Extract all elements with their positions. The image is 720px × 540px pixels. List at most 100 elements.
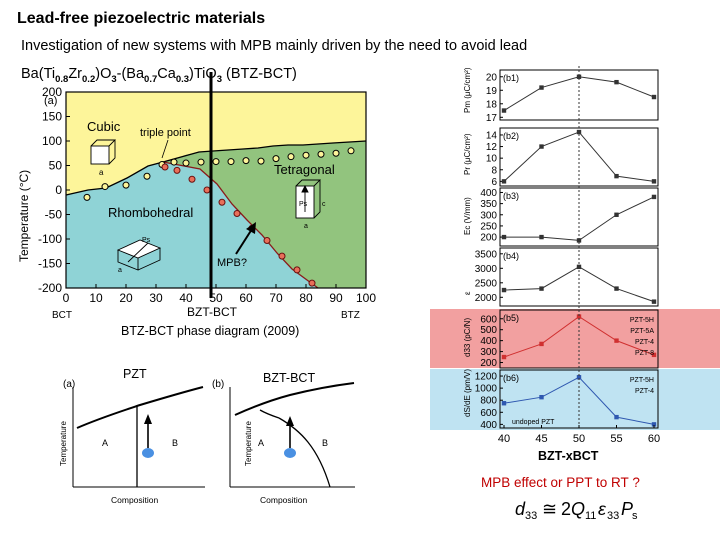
footer-question: MPB effect or PPT to RT ?: [481, 475, 640, 490]
slide-title: Lead-free piezoelectric materials: [17, 10, 266, 27]
panel-data-point: [576, 375, 582, 380]
panel-data-point: [651, 422, 657, 427]
panel-y-tick-label: 600: [480, 314, 497, 325]
panel-frame: [499, 127, 659, 187]
tetragonal-rhombohedral-points: [161, 163, 316, 287]
panel-tag: (b5): [503, 313, 519, 323]
panel-y-label: d33 (pC/N): [463, 318, 472, 357]
panel-tag: (b2): [503, 131, 519, 141]
panel-data-point: [614, 286, 619, 291]
data-point: [332, 149, 340, 157]
x-axis-label: BZT-BCT: [187, 305, 238, 319]
tetragonal-label: Tetragonal: [274, 162, 335, 177]
rhombohedral-lattice-icon: [116, 239, 162, 271]
data-point: [188, 175, 196, 183]
phase-diagram: 200 150 100 50 0 -50 -100 -150 -200 0 10 20 30 40 50 6…: [17, 72, 376, 338]
panel-data-point: [501, 287, 507, 293]
rhombohedral-label: Rhombohedral: [108, 205, 193, 220]
bzt-title: BZT-BCT: [263, 371, 315, 385]
panel-data-point: [651, 299, 657, 304]
panel-data-point: [614, 414, 619, 420]
formula-sub: 0.8: [55, 73, 69, 85]
y-tick-label: 200: [42, 85, 62, 99]
rhombohedral-region: [66, 162, 318, 288]
panel-tag: (b1): [503, 73, 519, 83]
data-point: [161, 163, 169, 171]
strain-band: [430, 369, 720, 430]
formula-sub: 3: [111, 73, 117, 85]
panel-data-point: [576, 129, 582, 135]
x-tick-label: 90: [329, 291, 343, 305]
x-tick-label: 20: [119, 291, 133, 305]
formula-sub: 0.2: [82, 73, 96, 85]
panel-y-tick-label: 400: [480, 336, 497, 347]
tetragonal-lattice-ps: Ps: [299, 201, 308, 208]
composition-formula: Ba(Ti0.8Zr0.2)O3-(Ba0.7Ca0.3)TiO3 (BTZ-B…: [21, 66, 297, 85]
panel-y-label: dS/dE (pm/V): [463, 369, 472, 417]
eq-approx: ≅: [542, 499, 557, 519]
panel-tag: (b6): [503, 373, 519, 383]
eq-eps-sub: 33: [607, 510, 619, 522]
panel-y-tick-label: 800: [480, 396, 497, 407]
data-point: [122, 181, 130, 189]
pzt-title: PZT: [123, 367, 147, 381]
x-tick-label: 80: [299, 291, 313, 305]
pzt-phase-b: B: [172, 438, 178, 448]
panel-data-point: [651, 352, 657, 358]
formula-part: -(Ba: [116, 66, 145, 82]
eq-d: d: [515, 499, 526, 519]
data-point: [287, 153, 295, 161]
bzt-boundary-left: [259, 409, 280, 419]
panel-y-tick-label: 2500: [475, 278, 498, 289]
property-x-tick-label: 55: [610, 433, 622, 445]
x-tick-label: 50: [209, 291, 223, 305]
panel-y-label: Pm (μC/cm²): [463, 67, 472, 113]
y-tick-label: 100: [42, 134, 62, 148]
data-point: [293, 266, 301, 274]
tetragonal-lattice-a: a: [304, 223, 308, 230]
triple-point-pointer: [161, 139, 169, 159]
formula-sub: 0.3: [175, 73, 190, 85]
data-point: [317, 150, 325, 158]
panel-y-tick-label: 1000: [475, 384, 498, 395]
panel-series-line: [503, 266, 655, 303]
x-axis-ticks: 0 10 20 30 40 50 60 70 80 90 100: [63, 284, 376, 305]
bzt-arrowhead: [286, 416, 294, 426]
formula-part: )O: [95, 66, 112, 82]
x-tick-label: 30: [149, 291, 163, 305]
y-tick-label: -200: [38, 281, 62, 295]
property-x-tick-label: 40: [498, 433, 510, 445]
data-point: [203, 186, 211, 194]
panel-y-tick-label: 250: [480, 221, 497, 232]
panel-y-tick-label: 12: [486, 142, 498, 153]
data-point: [308, 279, 316, 287]
eq-two: 2: [561, 499, 571, 519]
y-tick-label: 50: [49, 159, 63, 173]
bzt-curie-curve: [234, 382, 355, 416]
formula-part: Ba(Ti: [21, 66, 56, 82]
data-point: [257, 157, 265, 165]
pzt-phase-a: A: [102, 438, 108, 448]
panel-data-point: [576, 238, 582, 243]
phase-boundary-upper: [65, 140, 367, 196]
bct-label: BCT: [52, 310, 72, 321]
panel-data-point: [501, 401, 507, 406]
panel-legend-label: PZT-5H: [630, 377, 654, 384]
y-tick-label: -150: [38, 257, 62, 271]
tetragonal-region: [163, 141, 366, 288]
data-point: [227, 158, 235, 166]
y-tick-label: 150: [42, 110, 62, 124]
x-tick-label: 40: [179, 291, 193, 305]
bzt-schematic: BZT-BCT (b) A B Temperature Composition: [212, 371, 355, 505]
bzt-phase-b: B: [322, 438, 328, 448]
property-x-tick-label: 45: [535, 433, 547, 445]
panel-data-point: [501, 354, 507, 360]
panel-y-label: Ec (V/mm): [463, 197, 472, 235]
panel-label: (a): [44, 95, 57, 107]
y-tick-label: 0: [55, 183, 62, 197]
panel-data-point: [539, 394, 544, 400]
panel-legend-label: PZT-5A: [630, 328, 654, 335]
